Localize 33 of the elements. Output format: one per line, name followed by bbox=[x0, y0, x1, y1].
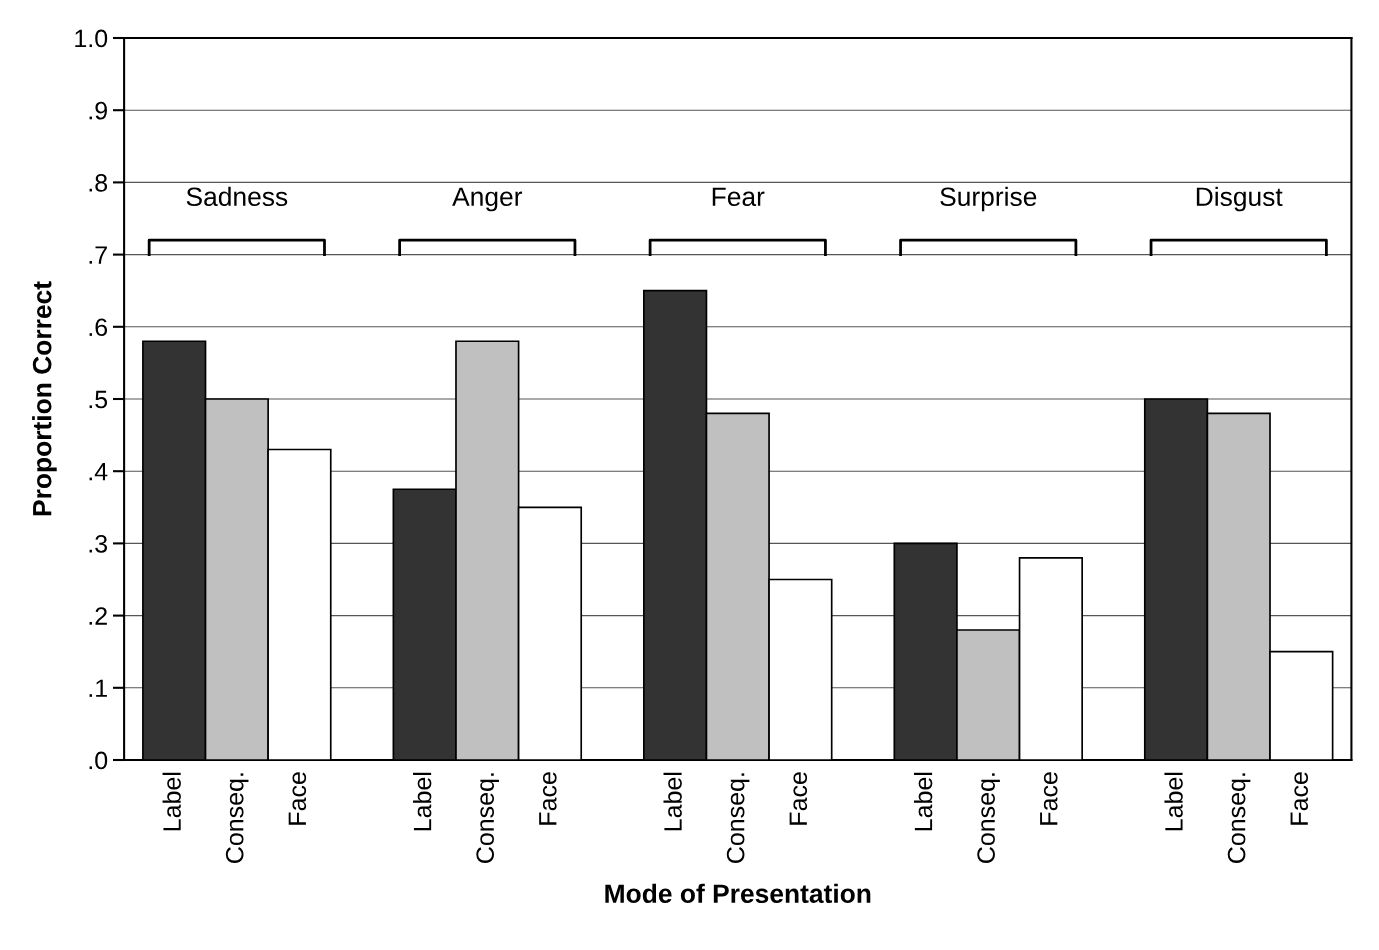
x-tick-label: Conseq. bbox=[977, 773, 1000, 863]
y-tick-label: .7 bbox=[89, 246, 107, 264]
x-tick-label: Face bbox=[1040, 772, 1058, 825]
y-tick-label: .5 bbox=[89, 390, 108, 409]
x-tick-label: Face bbox=[288, 772, 307, 825]
x-tick-label: Conseq. bbox=[225, 773, 249, 863]
y-tick-label: .8 bbox=[89, 174, 108, 192]
x-tick-label: Label bbox=[413, 772, 432, 831]
x-tick-label: Label bbox=[913, 772, 933, 831]
annotation: Surprise bbox=[940, 186, 1037, 212]
x-tick-label: Face bbox=[789, 772, 808, 825]
x-tick-label: Face bbox=[1290, 772, 1309, 825]
y-tick-label: 1.0 bbox=[75, 29, 108, 48]
x-tick-label: Conseq. bbox=[1227, 773, 1251, 863]
annotation: Fear bbox=[712, 187, 765, 207]
y-axis-title: Proportion Correct bbox=[32, 281, 57, 516]
y-tick-label: .2 bbox=[89, 607, 107, 625]
x-tick-label: Label bbox=[1164, 772, 1183, 831]
x-tick-label: Label bbox=[162, 772, 181, 831]
y-tick-label: .0 bbox=[89, 751, 108, 770]
y-tick-label: .1 bbox=[89, 679, 107, 697]
annotation: Disgust bbox=[1196, 186, 1283, 212]
y-tick-label: .3 bbox=[89, 535, 108, 553]
x-tick-label: Conseq. bbox=[476, 773, 499, 863]
x-tick-label: Face bbox=[539, 772, 557, 825]
x-tick-label: Conseq. bbox=[726, 773, 750, 863]
annotation: Anger bbox=[452, 187, 523, 212]
x-axis-title: Mode of Presentation bbox=[605, 883, 871, 904]
annotation: Sadness bbox=[186, 186, 288, 207]
y-tick-label: .6 bbox=[89, 318, 108, 337]
x-tick-label: Label bbox=[663, 772, 682, 831]
y-tick-label: .4 bbox=[89, 463, 108, 481]
y-tick-label: .9 bbox=[89, 101, 107, 120]
